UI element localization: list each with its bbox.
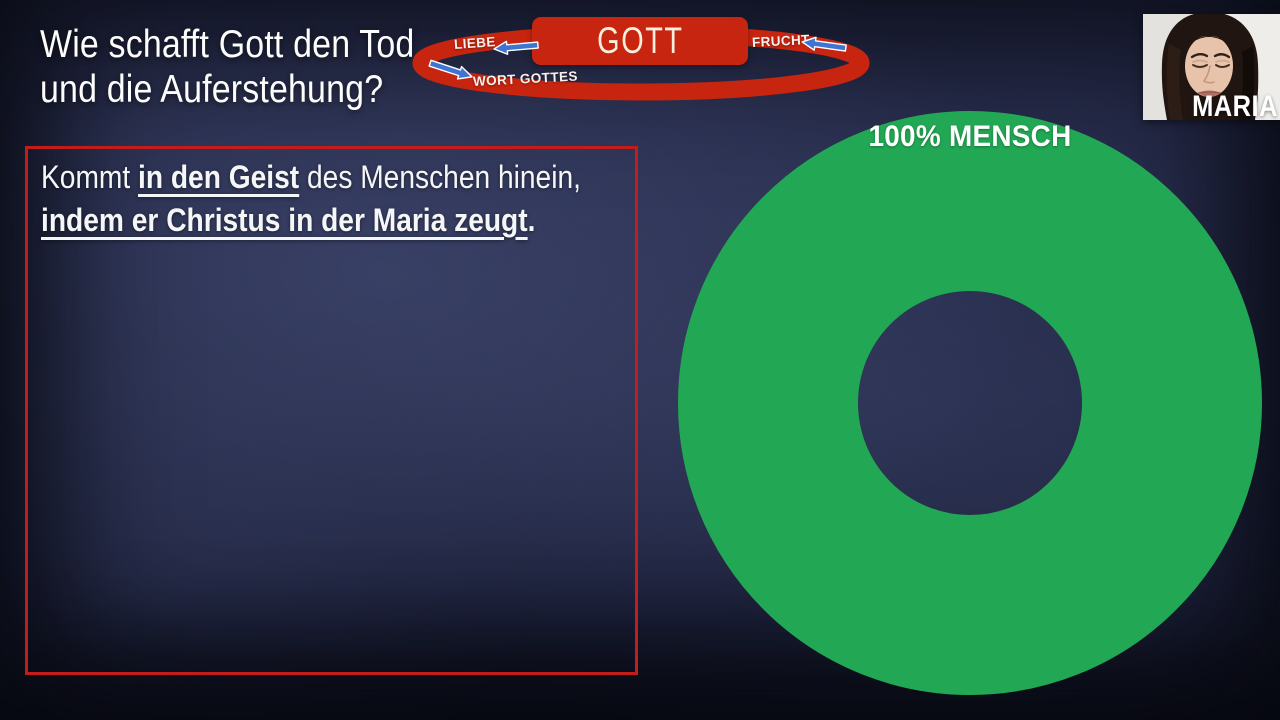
maria-caption: MARIA: [1192, 90, 1278, 120]
quote-line1: Kommt in den Geist des Menschen hinein,: [41, 156, 581, 199]
liebe-label: LIEBE: [453, 34, 497, 52]
quote-box: Kommt in den Geist des Menschen hinein, …: [25, 146, 638, 675]
arrow-down-right-wort-gottes-icon: [428, 59, 473, 80]
quote-seg-normal2: des Menschen hinein,: [299, 159, 581, 195]
gott-node-label: GOTT: [596, 20, 684, 61]
quote-seg-bold2: indem er Christus in der Maria zeugt: [41, 202, 528, 238]
arrow-left-liebe-icon: [493, 40, 539, 55]
quote-seg-period: .: [527, 202, 536, 238]
quote-text: Kommt in den Geist des Menschen hinein, …: [41, 156, 581, 242]
slide-title: Wie schafft Gott den Tod und die Auferst…: [40, 22, 414, 112]
quote-line2: indem er Christus in der Maria zeugt.: [41, 199, 552, 242]
maria-portrait-image: [1143, 14, 1280, 120]
gott-cycle-diagram: GOTT LIEBE FRUCHT WORT GOTTES: [405, 10, 875, 110]
maria-portrait-photo: MARIA: [1143, 14, 1280, 120]
donut-chart-label: 100% MENSCH: [868, 120, 1072, 153]
donut-ring: [678, 111, 1262, 695]
arrow-left-frucht-icon: [801, 36, 847, 52]
slide-title-line1: Wie schafft Gott den Tod: [40, 23, 415, 66]
slide-title-line2: und die Auferstehung?: [40, 68, 384, 111]
gott-node: GOTT: [532, 17, 748, 65]
quote-seg-normal1: Kommt: [41, 159, 139, 195]
quote-seg-bold1: in den Geist: [138, 159, 300, 195]
donut-chart: [670, 103, 1270, 703]
